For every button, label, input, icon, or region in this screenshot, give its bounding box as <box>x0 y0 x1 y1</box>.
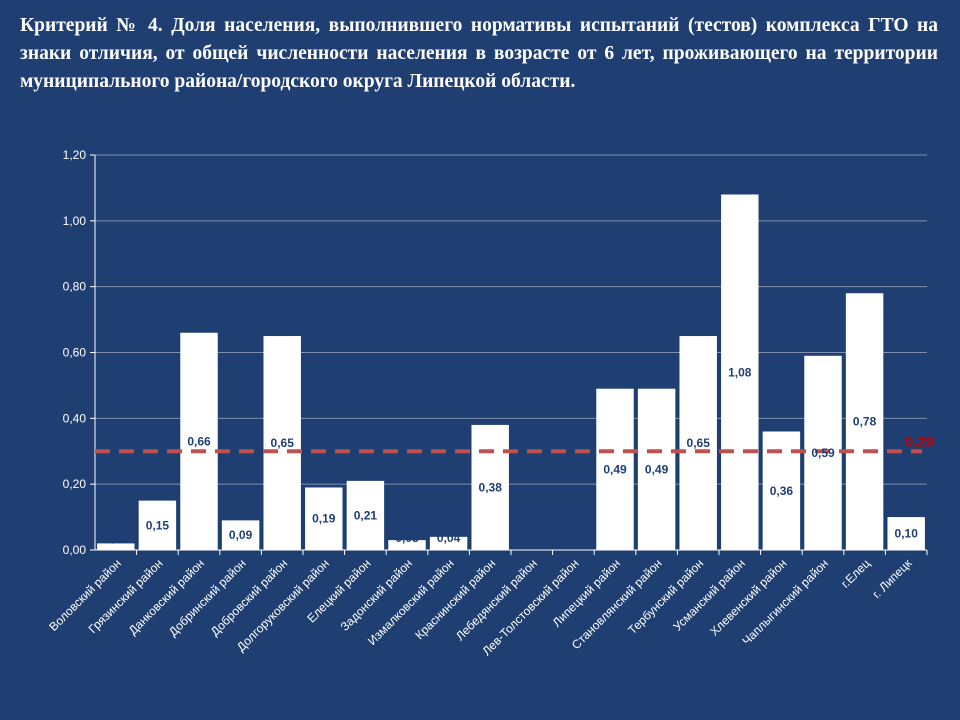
data-label: 0,03 <box>395 531 419 545</box>
data-label: 0,00 <box>562 531 586 545</box>
data-label: 0,65 <box>687 436 711 450</box>
bar <box>845 293 884 550</box>
data-label: 0,02 <box>104 531 128 545</box>
data-label: 1,08 <box>728 365 752 379</box>
x-category-label: Задонский район <box>338 556 415 633</box>
y-tick-label: 1,00 <box>63 214 87 228</box>
x-category-label: Данковский район <box>126 556 207 637</box>
data-label: 0,49 <box>603 462 627 476</box>
data-label: 0,09 <box>229 528 253 542</box>
y-tick-label: 0,00 <box>63 543 87 557</box>
y-tick-label: 0,20 <box>63 477 87 491</box>
bar <box>471 424 509 550</box>
data-label: 0,65 <box>271 436 295 450</box>
x-category-label: г. Липецк <box>869 556 914 601</box>
y-tick-label: 1,20 <box>63 148 87 162</box>
bar <box>388 540 426 550</box>
slide-title: Критерий № 4. Доля населения, выполнивше… <box>20 15 938 92</box>
bar <box>679 336 717 550</box>
bar <box>596 388 634 550</box>
bar <box>263 336 301 550</box>
bar <box>637 388 676 550</box>
bar <box>554 549 593 550</box>
x-category-label: Добровский район <box>208 556 291 639</box>
data-label: 0,66 <box>187 434 211 448</box>
data-label: 0,38 <box>479 480 503 494</box>
x-category-label: Грязинский район <box>86 556 166 636</box>
data-label: 0,49 <box>645 462 669 476</box>
bar <box>887 517 925 550</box>
x-category-label: Краснинский район <box>412 556 498 642</box>
x-category-label: Тербунский район <box>625 556 706 637</box>
data-label: 0,59 <box>811 446 835 460</box>
data-label: 0,78 <box>853 415 877 429</box>
bar <box>138 500 177 550</box>
bar <box>305 487 343 550</box>
x-category-label: г.Елец <box>838 556 873 591</box>
y-tick-label: 0,40 <box>63 411 87 425</box>
data-label: 0,21 <box>354 508 378 522</box>
y-tick-label: 0,60 <box>63 346 87 360</box>
x-category-label: Добринский район <box>166 556 249 639</box>
data-label: 0,15 <box>146 518 170 532</box>
data-label: 0,04 <box>437 531 461 545</box>
x-category-label: Воловский район <box>46 556 124 634</box>
bar <box>513 549 551 550</box>
data-label: 0,36 <box>770 484 794 498</box>
bar <box>346 480 385 550</box>
reference-line-label: 0,29 <box>905 433 934 450</box>
x-category-label: Усманский район <box>670 556 748 634</box>
x-category-label: Хлевенский район <box>707 556 789 638</box>
bar <box>97 543 135 550</box>
bar <box>221 520 260 550</box>
bar <box>429 536 468 550</box>
data-label: 0,19 <box>312 512 336 526</box>
bar <box>721 194 759 550</box>
data-label: 0,10 <box>895 527 919 541</box>
data-label: 0,00 <box>520 531 544 545</box>
y-tick-label: 0,80 <box>63 280 87 294</box>
bar <box>180 332 218 550</box>
